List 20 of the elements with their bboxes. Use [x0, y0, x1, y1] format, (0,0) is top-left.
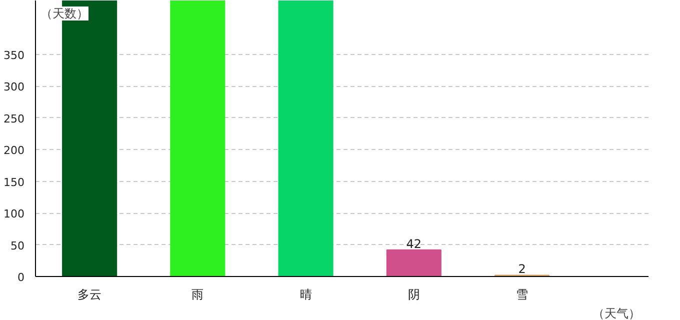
y-axis-title: （天数）: [40, 6, 88, 20]
y-tick-label: 350: [4, 48, 25, 62]
y-tick-label: 150: [4, 176, 25, 189]
y-tick-label: 250: [4, 112, 25, 126]
y-tick-label: 200: [4, 144, 25, 158]
x-tick-label: 晴: [300, 288, 312, 302]
x-tick-label: 雪: [516, 288, 528, 302]
x-tick-label: 多云: [78, 288, 102, 302]
y-tick-label: 50: [10, 239, 25, 252]
data-label: 42: [406, 236, 422, 251]
y-tick-label: 0: [18, 271, 24, 284]
x-axis-title: （天气）: [592, 306, 640, 320]
data-label: 2: [518, 262, 526, 276]
bar: [278, 0, 334, 276]
y-tick-label: 300: [4, 80, 25, 94]
bar: [386, 249, 442, 276]
bar: [170, 0, 226, 276]
x-tick-label: 阴: [408, 288, 420, 302]
y-tick-label: 100: [4, 208, 25, 221]
x-tick-label: 雨: [192, 288, 204, 302]
